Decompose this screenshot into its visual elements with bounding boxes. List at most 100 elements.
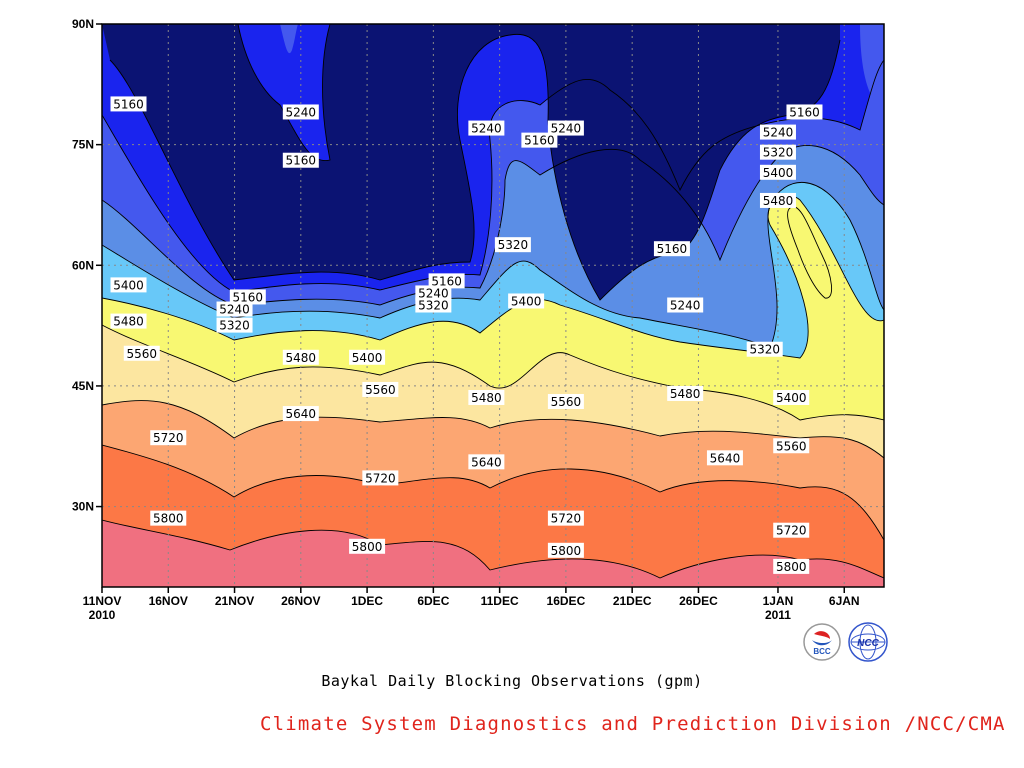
svg-text:5800: 5800 bbox=[352, 540, 383, 554]
x-tick-sublabel: 2011 bbox=[765, 608, 791, 622]
svg-text:5400: 5400 bbox=[113, 278, 144, 292]
contour-label: 5720 bbox=[773, 522, 810, 538]
svg-text:5320: 5320 bbox=[219, 319, 250, 333]
contour-label: 5400 bbox=[508, 293, 545, 309]
contour-label: 5160 bbox=[786, 104, 823, 120]
contour-label: 5800 bbox=[773, 558, 810, 574]
contour-label: 5400 bbox=[110, 277, 147, 293]
contour-label: 5240 bbox=[667, 297, 704, 313]
svg-text:5640: 5640 bbox=[710, 451, 741, 465]
x-tick-label: 26NOV bbox=[281, 594, 320, 608]
svg-text:5160: 5160 bbox=[233, 290, 264, 304]
contour-label: 5160 bbox=[229, 289, 266, 305]
x-tick-label: 16NOV bbox=[149, 594, 188, 608]
contour-label: 5240 bbox=[282, 104, 319, 120]
svg-text:5240: 5240 bbox=[670, 299, 701, 313]
contour-label: 5560 bbox=[773, 438, 810, 454]
svg-text:NCC: NCC bbox=[857, 638, 879, 649]
contour-line-5560 bbox=[102, 324, 884, 421]
svg-text:5400: 5400 bbox=[776, 391, 807, 405]
svg-text:5240: 5240 bbox=[286, 105, 317, 119]
contour-label: 5240 bbox=[415, 285, 452, 301]
contour-line-5400 bbox=[102, 182, 884, 349]
x-tick-label: 11NOV bbox=[83, 594, 122, 608]
contour-label: 5720 bbox=[150, 430, 187, 446]
svg-text:5240: 5240 bbox=[763, 126, 794, 140]
contour-line-5160 bbox=[109, 33, 841, 301]
x-tick-label: 6DEC bbox=[417, 594, 449, 608]
svg-text:5480: 5480 bbox=[471, 391, 502, 405]
svg-text:5400: 5400 bbox=[352, 351, 383, 365]
grid-lines bbox=[102, 24, 884, 587]
svg-text:5640: 5640 bbox=[471, 455, 502, 469]
contour-label: 5240 bbox=[759, 124, 796, 140]
svg-text:5320: 5320 bbox=[418, 299, 449, 313]
svg-text:5560: 5560 bbox=[365, 383, 396, 397]
svg-text:5800: 5800 bbox=[153, 512, 184, 526]
contour-label: 5320 bbox=[746, 341, 783, 357]
svg-text:5480: 5480 bbox=[113, 315, 144, 329]
svg-text:5400: 5400 bbox=[511, 294, 542, 308]
contour-label: 5240 bbox=[216, 301, 253, 317]
contour-label: 5160 bbox=[653, 241, 690, 257]
contour-line-5240 bbox=[102, 59, 884, 293]
contour-label: 5560 bbox=[362, 381, 399, 397]
svg-text:5720: 5720 bbox=[551, 512, 582, 526]
svg-text:5720: 5720 bbox=[153, 431, 184, 445]
x-tick-label: 21DEC bbox=[613, 594, 652, 608]
contour-label: 5480 bbox=[667, 385, 704, 401]
svg-text:5560: 5560 bbox=[126, 347, 157, 361]
ncc-logo: NCC bbox=[848, 622, 888, 662]
svg-text:5320: 5320 bbox=[763, 146, 794, 160]
svg-text:5160: 5160 bbox=[789, 105, 820, 119]
contour-line-5640 bbox=[102, 400, 884, 459]
contour-label: 5560 bbox=[547, 394, 584, 410]
contour-line-jan-5480 bbox=[787, 206, 832, 299]
contour-label: 5720 bbox=[362, 470, 399, 486]
svg-text:5240: 5240 bbox=[551, 122, 582, 136]
contour-label: 5160 bbox=[428, 273, 465, 289]
contour-label: 5480 bbox=[282, 349, 319, 365]
contour-line-5800 bbox=[102, 519, 884, 579]
y-tick-label: 60N bbox=[72, 258, 94, 272]
svg-text:5480: 5480 bbox=[763, 194, 794, 208]
svg-text:5160: 5160 bbox=[524, 134, 555, 148]
contour-label: 5240 bbox=[468, 120, 505, 136]
x-tick-label: 1JAN bbox=[763, 594, 794, 608]
contour-label: 5480 bbox=[468, 389, 505, 405]
y-tick-label: 75N bbox=[72, 138, 94, 152]
y-tick-label: 30N bbox=[72, 500, 94, 514]
contour-label: 5800 bbox=[150, 510, 187, 526]
x-tick-label: 21NOV bbox=[215, 594, 254, 608]
svg-text:5640: 5640 bbox=[286, 407, 317, 421]
contour-label: 5800 bbox=[547, 542, 584, 558]
x-tick-label: 16DEC bbox=[547, 594, 586, 608]
contour-label: 5160 bbox=[110, 96, 147, 112]
svg-text:5320: 5320 bbox=[498, 238, 529, 252]
plot-frame bbox=[101, 23, 885, 588]
contour-label: 5320 bbox=[415, 297, 452, 313]
contour-label: 5560 bbox=[123, 345, 160, 361]
contour-label: 5320 bbox=[494, 237, 531, 253]
x-tick-label: 26DEC bbox=[679, 594, 718, 608]
svg-text:5800: 5800 bbox=[551, 544, 582, 558]
contour-label: 5480 bbox=[110, 313, 147, 329]
x-tick-label: 1DEC bbox=[351, 594, 383, 608]
y-tick-label: 45N bbox=[72, 379, 94, 393]
contour-label: 5640 bbox=[468, 454, 505, 470]
svg-text:5400: 5400 bbox=[763, 166, 794, 180]
svg-text:BCC: BCC bbox=[813, 647, 831, 656]
svg-text:5720: 5720 bbox=[365, 471, 396, 485]
fill-patch-upper-inner bbox=[280, 24, 298, 54]
x-tick-label: 6JAN bbox=[829, 594, 860, 608]
contour-label: 5160 bbox=[521, 132, 558, 148]
x-tick-sublabel: 2010 bbox=[89, 608, 116, 622]
svg-text:5160: 5160 bbox=[113, 97, 144, 111]
svg-text:5320: 5320 bbox=[749, 343, 780, 357]
fill-patch-upper bbox=[238, 24, 330, 161]
y-axis: 90N 75N 60N 45N 30N bbox=[72, 17, 102, 514]
svg-text:5240: 5240 bbox=[219, 303, 250, 317]
